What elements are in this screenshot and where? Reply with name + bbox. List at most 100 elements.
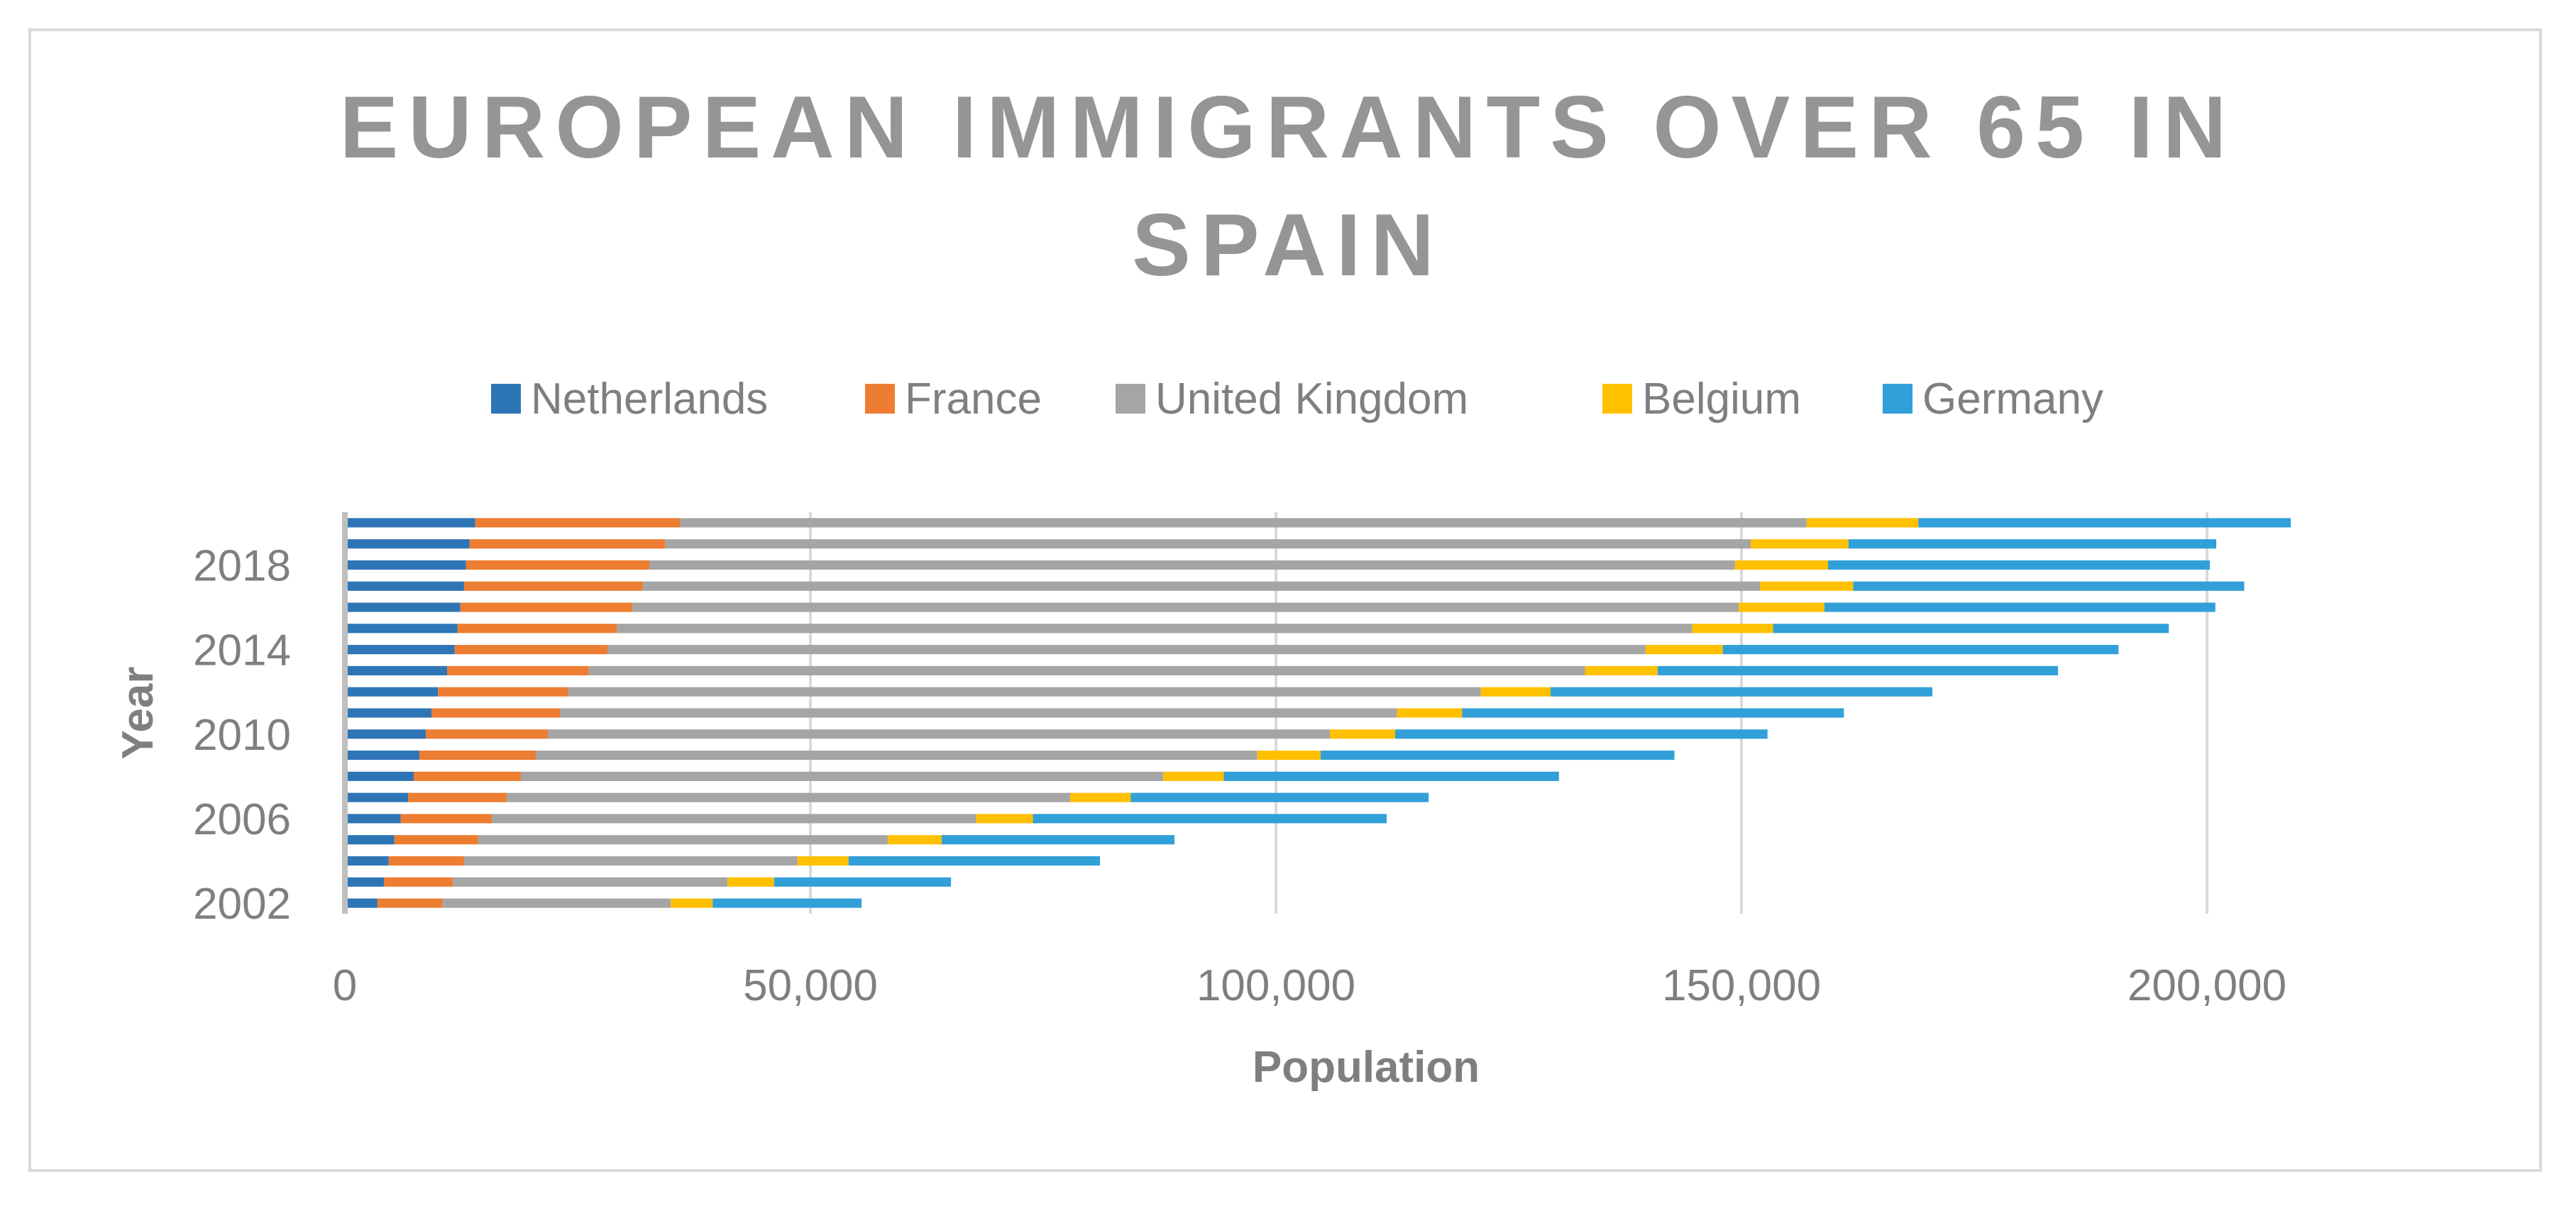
bar-france-2018 [466,560,650,570]
bar-netherlands-2010 [345,729,426,739]
y-axis-title: Year [114,666,163,759]
y-tick-label: 2010 [193,711,291,760]
bar-germany-2004 [848,856,1101,866]
bar-belgium-2015 [1692,624,1773,634]
bar-united-kingdom-2017 [642,581,1761,591]
bar-netherlands-2013 [345,665,448,675]
bar-france-2016 [460,602,633,612]
bar-united-kingdom-2016 [632,602,1739,612]
legend-label: France [905,375,1042,424]
bar-united-kingdom-2018 [649,560,1735,570]
bar-united-kingdom-2009 [535,751,1257,760]
x-tick-label: 100,000 [1196,961,1355,1010]
bar-france-2005 [394,835,478,845]
bar-united-kingdom-2010 [548,729,1331,739]
bar-germany-2009 [1320,751,1675,760]
bar-germany-2015 [1773,624,2169,634]
legend-label: United Kingdom [1155,375,1468,424]
bar-netherlands-2007 [345,792,409,802]
bar-germany-2011 [1462,708,1844,718]
bar-netherlands-2003 [345,877,385,887]
bar-netherlands-2018 [345,560,466,570]
bar-united-kingdom-2013 [588,665,1585,675]
bar-netherlands-2006 [345,814,401,824]
bar-belgium-2008 [1163,771,1224,781]
bar-belgium-2006 [976,814,1033,824]
bar-united-kingdom-2003 [453,877,728,887]
bar-netherlands-2012 [345,687,439,697]
bar-france-2006 [400,814,492,824]
bar-belgium-2019 [1751,539,1849,549]
bar-belgium-2004 [797,856,849,866]
bar-france-2011 [431,708,561,718]
bar-belgium-2016 [1739,602,1824,612]
y-tick-label: 2006 [193,795,291,844]
bar-france-2013 [447,665,589,675]
y-tick-label: 2018 [193,541,291,590]
bar-belgium-2009 [1257,751,1321,760]
bar-netherlands-2016 [345,602,461,612]
bar-france-2008 [414,771,521,781]
legend-swatch [1116,384,1145,414]
bar-united-kingdom-2015 [617,624,1692,634]
bar-belgium-2007 [1070,792,1131,802]
y-axis-ticks: 2002 2006 2010 2014 2018 [193,541,291,929]
legend-swatch [491,384,521,414]
bar-united-kingdom-2006 [492,814,976,824]
bar-germany-2006 [1033,814,1387,824]
bar-belgium-2011 [1397,708,1463,718]
bar-germany-2017 [1853,581,2245,591]
legend-label: Belgium [1642,375,1801,424]
bar-germany-2014 [1722,645,2119,655]
bar-netherlands-2004 [345,856,389,866]
bar-belgium-2010 [1330,729,1395,739]
bar-belgium-2003 [727,877,774,887]
bar-france-2009 [419,751,536,760]
x-tick-label: 0 [333,961,357,1010]
bar-netherlands-2015 [345,624,458,634]
bar-belgium-2020 [1806,518,1919,528]
bar-belgium-2002 [671,898,713,908]
legend-item-belgium: Belgium [1602,375,1801,424]
legend-swatch [865,384,895,414]
bar-belgium-2018 [1734,560,1829,570]
legend-item-united-kingdom: United Kingdom [1116,375,1468,424]
bar-france-2003 [384,877,453,887]
bar-france-2020 [475,518,681,528]
bar-united-kingdom-2004 [463,856,798,866]
bar-germany-2007 [1130,792,1429,802]
bar-united-kingdom-2012 [568,687,1481,697]
bar-belgium-2012 [1480,687,1551,697]
bar-france-2002 [377,898,443,908]
legend-swatch [1883,384,1912,414]
bar-germany-2012 [1551,687,1932,697]
bar-netherlands-2009 [345,751,419,760]
bar-france-2019 [469,539,666,549]
legend-label: Netherlands [531,375,768,424]
bar-france-2004 [388,856,464,866]
bar-germany-2013 [1657,665,2059,675]
bar-france-2007 [408,792,507,802]
bar-germany-2018 [1828,560,2210,570]
x-axis-ticks: 0 50,000 100,000 150,000 200,000 [333,961,2286,1010]
bar-netherlands-2017 [345,581,464,591]
bar-france-2010 [426,729,549,739]
bar-united-kingdom-2008 [520,771,1164,781]
legend-swatch [1602,384,1632,414]
bar-germany-2003 [774,877,952,887]
bar-germany-2010 [1394,729,1768,739]
legend-item-france: France [865,375,1042,424]
bar-belgium-2017 [1760,581,1854,591]
legend-item-netherlands: Netherlands [491,375,768,424]
bar-belgium-2014 [1645,645,1723,655]
x-tick-label: 200,000 [2128,961,2286,1010]
bar-france-2015 [457,624,617,634]
bar-netherlands-2008 [345,771,414,781]
x-tick-label: 150,000 [1662,961,1821,1010]
y-tick-label: 2014 [193,626,291,675]
bar-united-kingdom-2020 [680,518,1807,528]
bar-belgium-2005 [887,835,942,845]
bar-netherlands-2014 [345,645,455,655]
bar-france-2014 [454,645,607,655]
